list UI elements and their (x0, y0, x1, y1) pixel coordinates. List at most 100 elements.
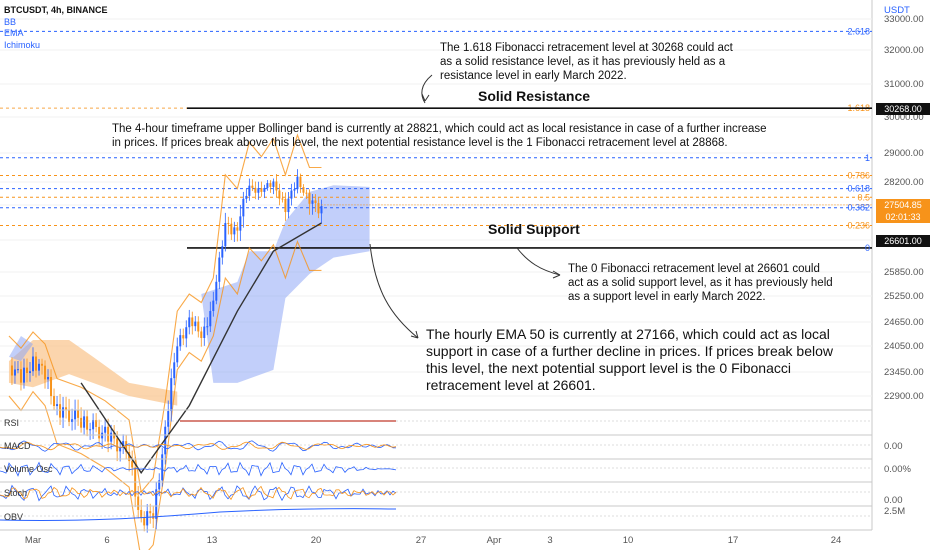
candle-body (44, 365, 47, 380)
candle-body (317, 203, 320, 214)
candle-body (161, 454, 164, 481)
fib-level-label: 0.5 (857, 192, 870, 202)
candle-body (143, 518, 146, 526)
price-tick-label: 25850.00 (884, 267, 924, 278)
current-price-tag: 27504.85 (876, 199, 930, 211)
candle-body (62, 407, 65, 418)
candle-body (191, 317, 194, 327)
candle-body (80, 417, 83, 428)
candle-body (320, 206, 323, 214)
candle-body (224, 222, 227, 247)
candle-body (68, 409, 71, 422)
pane-label-obv[interactable]: OBV (4, 512, 24, 522)
annotation-ema50: The hourly EMA 50 is currently at 27166,… (426, 326, 833, 393)
candle-body (77, 410, 80, 418)
fib-level-label: 2.618 (847, 26, 870, 36)
time-tick-label: Apr (487, 535, 502, 546)
time-tick-label: 13 (207, 535, 218, 546)
candle-body (47, 377, 50, 380)
time-tick-label: 3 (547, 535, 552, 546)
candle-body (203, 326, 206, 338)
candle-body (113, 432, 116, 439)
time-tick-label: 6 (104, 535, 109, 546)
indicator-ichimoku[interactable]: Ichimoku (4, 39, 41, 50)
candle-body (236, 227, 239, 231)
price-tick-label: 28200.00 (884, 177, 924, 188)
candle-body (13, 369, 16, 376)
fib-level-label: 0.236 (847, 220, 870, 230)
candle-body (176, 346, 179, 363)
support-price-tag: 26601.00 (876, 235, 930, 247)
candle-body (242, 198, 245, 217)
indicator-ema[interactable]: EMA (4, 28, 24, 38)
price-tick-label: 23450.00 (884, 367, 924, 378)
time-tick-label: 10 (623, 535, 634, 546)
candle-body (314, 200, 317, 204)
candle-body (95, 420, 98, 427)
candle-body (194, 321, 197, 327)
candle-body (305, 192, 308, 194)
currency-label[interactable]: USDT (884, 5, 910, 16)
candle-body (251, 185, 254, 188)
candle-body (281, 198, 284, 200)
bollinger-upper-band (8, 133, 322, 494)
ichimoku-cloud (201, 185, 370, 383)
candle-body (245, 195, 248, 199)
candle-body (65, 407, 68, 410)
annotation-bollinger: The 4-hour timeframe upper Bollinger ban… (112, 123, 767, 149)
candle-body (179, 335, 182, 347)
fib-level-label: 0.382 (847, 203, 870, 213)
candle-body (221, 246, 224, 258)
candle-body (200, 331, 203, 338)
candle-body (167, 411, 170, 427)
candle-body (173, 362, 176, 379)
candle-body (284, 198, 287, 213)
pane-label-stoch[interactable]: Stoch (4, 488, 28, 498)
arrowhead-fib-1618 (421, 93, 430, 102)
time-tick-label: 20 (311, 535, 322, 546)
candle-body (131, 461, 134, 468)
candle-body (278, 190, 281, 199)
obv-line (0, 508, 397, 522)
volume-osc-line (0, 461, 397, 477)
oscillator-value: 0.00 (884, 441, 903, 452)
candle-body (59, 404, 62, 418)
candle-body (86, 416, 89, 430)
candle-body (158, 480, 161, 490)
candle-body (275, 181, 278, 191)
arrow-fib-1618 (421, 74, 433, 104)
candle-body (293, 189, 296, 191)
candle-body (206, 326, 209, 328)
ichimoku-cloud-bearish (8, 340, 178, 406)
candle-body (98, 426, 101, 439)
candle-body (53, 396, 56, 407)
time-tick-label: Mar (25, 535, 41, 546)
arrow-ema50 (369, 243, 419, 339)
symbol-label[interactable]: BTCUSDT, 4h, BINANCE (4, 5, 108, 15)
arrowhead-ema50 (410, 330, 419, 339)
candle-body (35, 356, 38, 371)
pane-label-rsi[interactable]: RSI (4, 418, 20, 428)
fib-level-label: 0.618 (847, 184, 870, 194)
candle-body (107, 426, 110, 442)
stoch-d-line (0, 485, 397, 501)
candle-body (185, 327, 188, 339)
candle-body (263, 187, 266, 192)
fib-level-label-0: 0 (865, 243, 870, 253)
oscillator-value: 0.00 (884, 495, 903, 506)
stoch-k-line (0, 484, 397, 502)
candle-body (296, 176, 299, 190)
pane-label-volume-osc[interactable]: Volume Osc (4, 464, 53, 474)
pane-label-macd[interactable]: MACD (4, 441, 31, 451)
price-tick-label: 24650.00 (884, 317, 924, 328)
candle-body (38, 363, 41, 371)
ema50-line (80, 222, 322, 475)
indicator-bb[interactable]: BB (4, 16, 17, 27)
candle-body (266, 183, 269, 188)
arrowhead-fib-0 (552, 270, 561, 279)
candle-body (101, 432, 104, 439)
chart-legend: BTCUSDT, 4h, BINANCE BB EMA Ichimoku (4, 5, 108, 51)
price-tick-label: 33000.00 (884, 14, 924, 25)
